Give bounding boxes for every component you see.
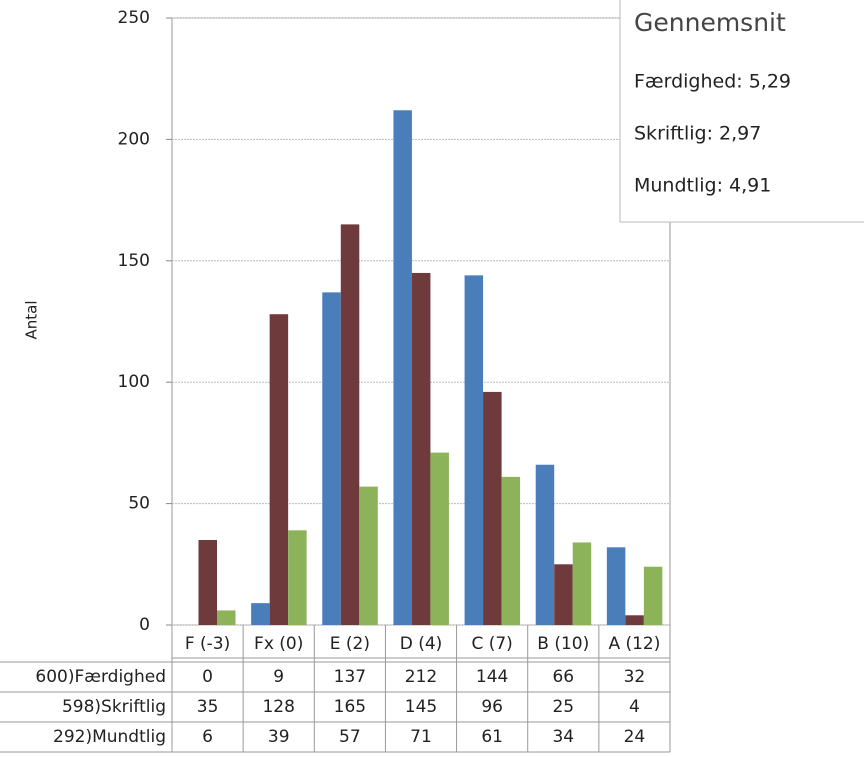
table-cell: 39: [268, 727, 290, 747]
x-tick-label: A (12): [608, 634, 660, 654]
x-tick-label: E (2): [330, 634, 370, 654]
x-tick-label: D (4): [400, 634, 443, 654]
average-item: Skriftlig: 2,97: [634, 123, 761, 145]
table-cell: 25: [552, 697, 574, 717]
bar: [288, 530, 307, 625]
x-tick-label: F (-3): [185, 634, 230, 654]
y-tick-label: 0: [139, 615, 150, 635]
table-cell: 144: [476, 667, 508, 687]
table-cell: 137: [334, 667, 366, 687]
table-cell: 34: [552, 727, 574, 747]
bar: [535, 464, 555, 625]
y-tick-label: 200: [118, 129, 150, 149]
bar: [217, 610, 236, 625]
bar: [606, 547, 626, 625]
y-tick-label: 50: [128, 494, 150, 514]
table-cell: 6: [202, 727, 213, 747]
bar: [625, 615, 644, 625]
x-tick-label: Fx (0): [254, 634, 303, 654]
table-cell: 71: [410, 727, 432, 747]
table-cell: 57: [339, 727, 361, 747]
average-item: Mundtlig: 4,91: [634, 175, 771, 197]
y-tick-label: 100: [118, 372, 150, 392]
table-cell: 24: [624, 727, 646, 747]
table-cell: 0: [202, 667, 213, 687]
bar: [340, 224, 360, 625]
bar: [483, 391, 502, 625]
table-cell: 66: [552, 667, 574, 687]
bar: [251, 603, 270, 625]
table-cell: 61: [481, 727, 503, 747]
table-cell: 35: [197, 697, 219, 717]
bar: [359, 486, 378, 625]
bar: [554, 564, 573, 625]
table-cell: 96: [481, 697, 503, 717]
table-cell: 212: [405, 667, 437, 687]
bar: [501, 476, 521, 625]
bar: [269, 314, 289, 625]
table-cell: 4: [629, 697, 640, 717]
average-box: [619, 0, 864, 223]
bar: [393, 110, 412, 626]
bar: [411, 272, 431, 625]
table-cell: 9: [273, 667, 284, 687]
average-title: Gennemsnit: [634, 8, 786, 37]
y-axis-label: Antal: [23, 300, 41, 339]
bar: [464, 275, 484, 625]
bar: [198, 540, 217, 625]
table-cell: 145: [405, 697, 437, 717]
bar: [643, 566, 663, 625]
y-tick-label: 250: [118, 8, 150, 28]
table-cell: 165: [334, 697, 366, 717]
bar: [430, 452, 449, 625]
bar: [322, 292, 341, 625]
row-header: 598)Skriftlig: [62, 697, 166, 717]
x-tick-label: B (10): [537, 634, 589, 654]
table-cell: 32: [624, 667, 646, 687]
y-tick-label: 150: [118, 251, 150, 271]
x-tick-label: C (7): [471, 634, 512, 654]
bar: [572, 542, 592, 625]
row-header: 600)Færdighed: [35, 667, 166, 687]
row-header: 292)Mundtlig: [53, 727, 166, 747]
table-cell: 128: [262, 697, 294, 717]
average-item: Færdighed: 5,29: [634, 71, 791, 93]
